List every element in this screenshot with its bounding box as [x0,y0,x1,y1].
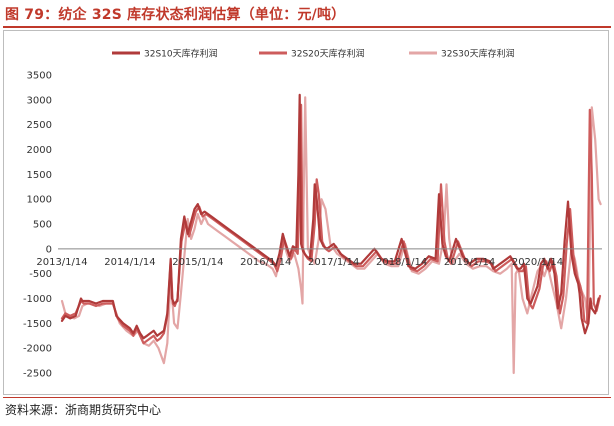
y-tick-label: 2500 [27,120,52,131]
x-tick-label: 2015/1/14 [172,257,223,268]
series-line-2 [60,103,602,345]
legend-label: 32S10天库存利润 [144,48,218,60]
x-axis: 2013/1/14 2014/1/14 2015/1/14 2016/1/14 2017… [36,248,602,268]
title-divider [3,26,611,28]
x-tick-label: 2019/1/14 [444,257,495,268]
y-tick-label: 1500 [27,170,52,181]
legend-label: 32S30天库存利润 [441,48,515,60]
line-chart: 32S10天库存利润 32S20天库存利润 32S30天库存利润 3500 3000 2… [23,48,602,380]
legend-item: 32S10天库存利润 [112,48,218,60]
x-tick-label: 2018/1/14 [376,257,427,268]
source-divider [3,397,611,398]
legend-label: 32S20天库存利润 [291,48,365,60]
source-note: 资料来源：浙商期货研究中心 [5,403,162,417]
y-tick-label: -1000 [23,294,52,305]
chart-legend: 32S10天库存利润 32S20天库存利润 32S30天库存利润 [112,48,515,60]
figure-title: 图 79：纺企 32S 库存状态利润估算（单位：元/吨） [5,7,346,23]
y-tick-label: -1500 [23,319,52,330]
y-tick-label: 2000 [27,145,52,156]
legend-item: 32S30天库存利润 [409,48,515,60]
x-tick-label: 2013/1/14 [36,257,87,268]
series-line-3 [60,96,602,375]
x-tick-label: 2014/1/14 [104,257,155,268]
y-tick-label: 3500 [27,71,52,82]
x-tick-label: 2016/1/14 [240,257,291,268]
chart-frame: 32S10天库存利润 32S20天库存利润 32S30天库存利润 3500 3000 2… [3,30,609,395]
y-tick-label: -500 [29,269,52,280]
y-tick-label: 500 [33,220,52,231]
y-tick-label: 3000 [27,95,52,106]
y-tick-label: -2500 [23,369,52,380]
x-tick-label: 2017/1/14 [308,257,359,268]
series-line-1 [60,93,600,340]
y-tick-label: 0 [46,244,52,255]
y-tick-label: -2000 [23,344,52,355]
x-tick-label: 2020/1/14 [512,257,563,268]
series-layer [60,93,602,375]
y-tick-label: 1000 [27,195,52,206]
legend-item: 32S20天库存利润 [259,48,365,60]
y-axis: 3500 3000 2500 2000 1500 1000 500 0 -500 -1000 -15… [23,71,52,380]
